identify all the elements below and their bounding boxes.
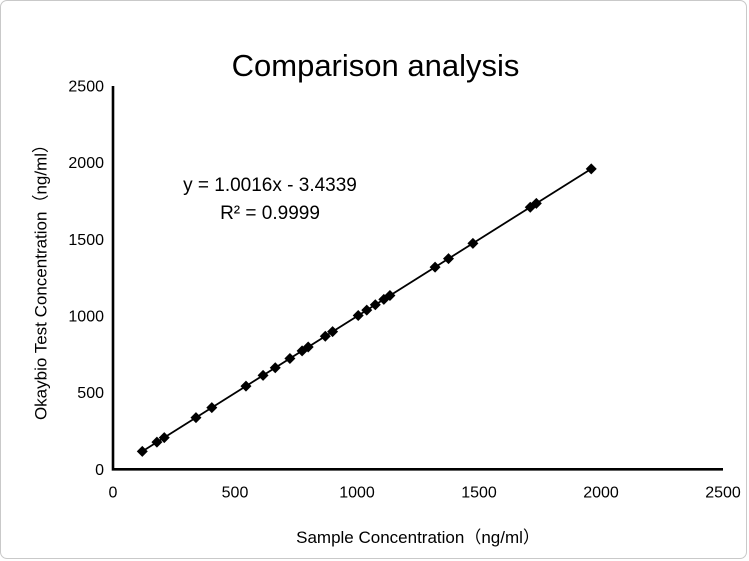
y-axis-title: Okaybio Test Concentration（ng/ml） — [31, 135, 51, 421]
y-tick-label: 2500 — [68, 79, 104, 96]
data-point-marker — [319, 330, 331, 342]
y-tick-label: 0 — [95, 462, 104, 479]
data-point-marker — [284, 352, 296, 364]
data-point-marker — [467, 237, 479, 249]
x-axis-title: Sample Concentration（ng/ml） — [296, 528, 540, 547]
data-point-marker — [158, 432, 170, 444]
axis-lines — [111, 86, 723, 471]
data-point-marker — [151, 436, 163, 448]
trendline-annotation: y = 1.0016x - 3.4339 R² = 0.9999 — [151, 172, 389, 228]
x-tick-label: 500 — [222, 485, 249, 502]
data-point-marker — [257, 369, 269, 381]
data-point-marker — [361, 304, 373, 316]
data-point-marker — [585, 163, 597, 175]
data-point-marker — [429, 261, 441, 273]
data-point-marker — [352, 309, 364, 321]
data-point-marker — [190, 412, 202, 424]
data-point-marker — [206, 402, 218, 414]
r-squared-text: R² = 0.9999 — [220, 203, 320, 224]
y-tick-label: 2000 — [68, 155, 104, 172]
x-tick-label: 1000 — [339, 485, 375, 502]
data-point-marker — [384, 290, 396, 302]
chart-title: Comparison analysis — [231, 48, 520, 83]
data-point-marker — [136, 445, 148, 457]
data-point-marker — [327, 326, 339, 338]
data-point-marker — [240, 380, 252, 392]
data-point-marker — [530, 197, 542, 209]
y-tick-label: 1500 — [68, 232, 104, 249]
y-tick-label: 1000 — [68, 308, 104, 325]
y-tick-label: 500 — [77, 385, 104, 402]
x-tick-label: 2500 — [705, 485, 741, 502]
data-point-marker — [302, 341, 314, 353]
x-tick-label: 2000 — [583, 485, 619, 502]
data-point-marker — [269, 362, 281, 374]
data-point-marker — [369, 299, 381, 311]
data-point-marker — [443, 253, 454, 265]
x-tick-label: 0 — [109, 485, 118, 502]
equation-text: y = 1.0016x - 3.4339 — [183, 175, 357, 196]
x-tick-label: 1500 — [461, 485, 497, 502]
